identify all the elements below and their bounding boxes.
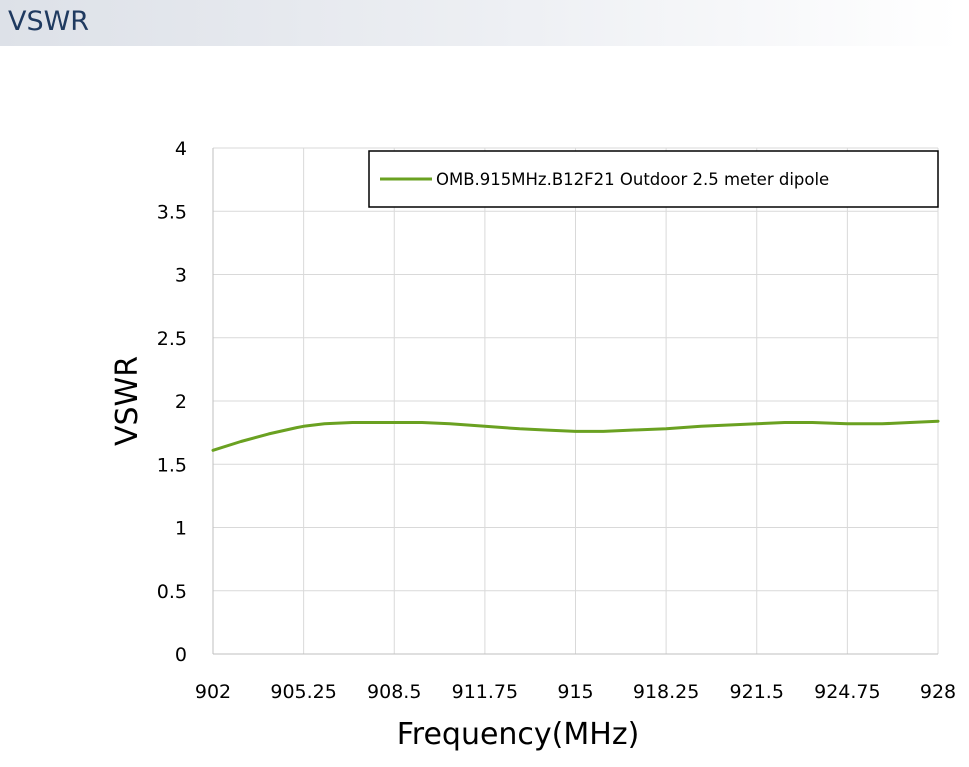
legend-box: [368, 150, 939, 208]
x-tick-label: 902: [195, 681, 231, 703]
y-tick-label: 3.5: [157, 201, 187, 223]
section-header-bar: VSWR: [0, 0, 960, 46]
x-tick-label: 924.75: [814, 681, 880, 703]
series-lines: [211, 419, 940, 452]
series-line: [211, 419, 940, 452]
y-tick-label: 1: [175, 518, 187, 540]
axes: [212, 148, 938, 655]
y-axis-label: VSWR: [110, 356, 145, 446]
legend-label: OMB.915MHz.B12F21 Outdoor 2.5 meter dipo…: [436, 170, 829, 189]
grid: [213, 147, 939, 654]
x-axis-label: Frequency(MHz): [397, 717, 640, 752]
y-tick-label: 0.5: [157, 581, 187, 603]
y-tick-label: 3: [175, 265, 187, 287]
x-tick-labels: 902 905.25 908.5 911.75 915 918.25 921.5 924.75…: [195, 681, 956, 703]
section-title: VSWR: [8, 6, 90, 37]
x-tick-label: 915: [557, 681, 593, 703]
x-tick-label: 918.25: [633, 681, 699, 703]
x-tick-label: 928: [920, 681, 956, 703]
y-tick-label: 0: [175, 644, 187, 666]
y-tick-label: 4: [175, 138, 187, 160]
x-tick-label: 908.5: [367, 681, 421, 703]
y-tick-label: 1.5: [157, 454, 187, 476]
legend: OMB.915MHz.B12F21 Outdoor 2.5 meter dipo…: [368, 150, 939, 208]
y-tick-label: 2: [175, 391, 187, 413]
x-tick-label: 921.5: [730, 681, 784, 703]
x-tick-label: 905.25: [270, 681, 336, 703]
y-tick-label: 2.5: [157, 328, 187, 350]
y-tick-labels: 0 0.5 1 1.5 2 2.5 3 3.5 4: [157, 138, 187, 666]
x-tick-label: 911.75: [452, 681, 518, 703]
